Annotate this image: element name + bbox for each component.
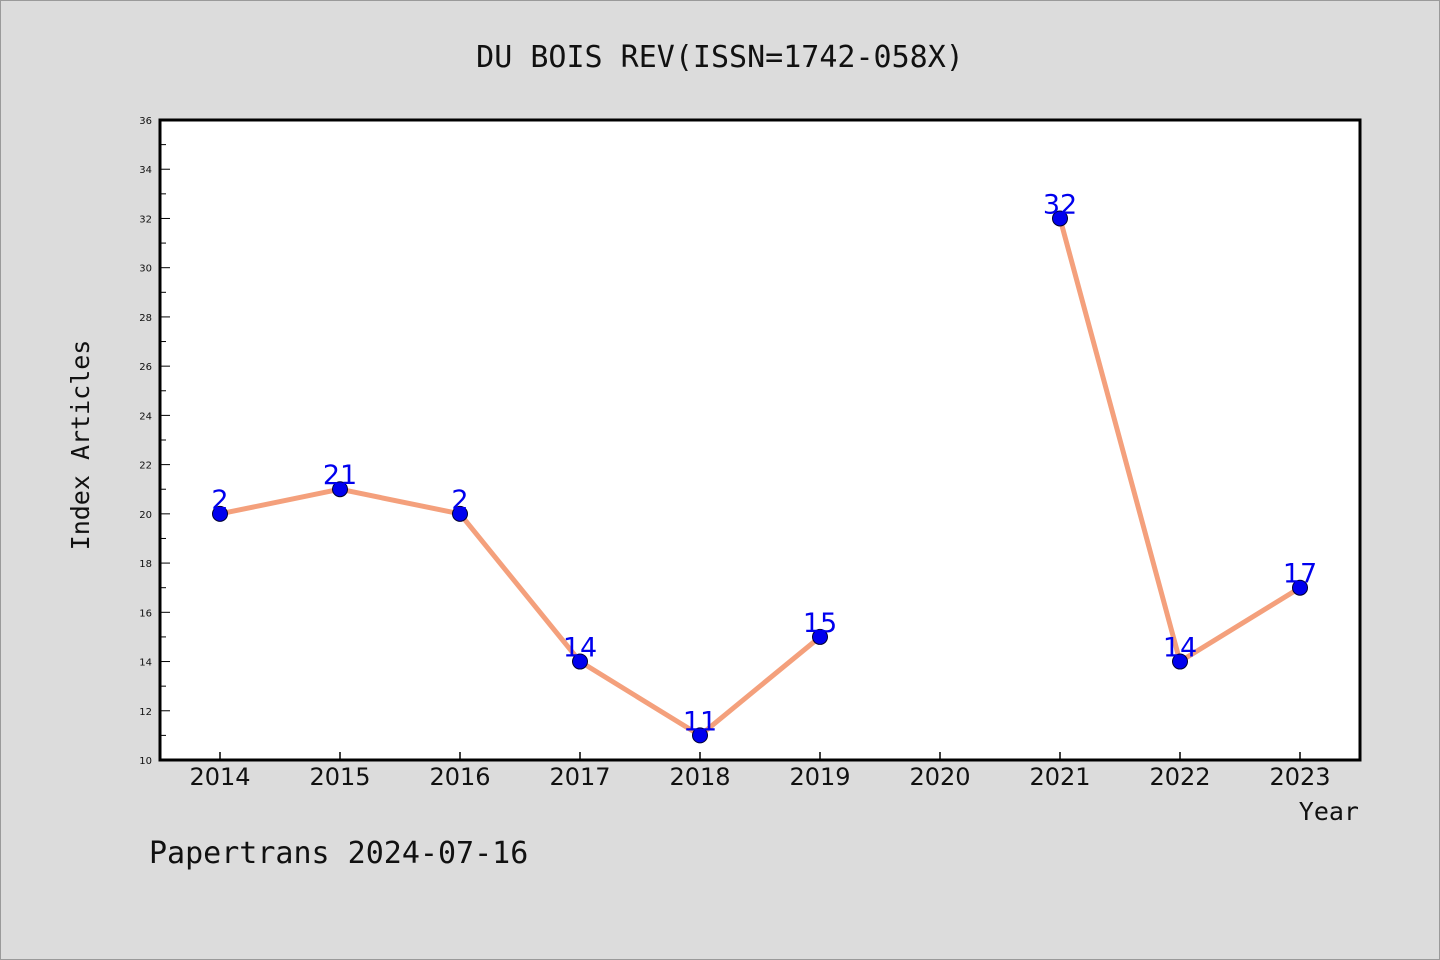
data-point <box>212 505 228 522</box>
series-line-segment <box>337 486 463 517</box>
y-tick-label: 12 <box>139 707 152 718</box>
series-line-segment <box>577 659 703 738</box>
data-point <box>1172 653 1188 670</box>
x-tick-label: 2016 <box>429 763 490 791</box>
y-axis-label: Index Articles <box>66 340 95 551</box>
y-axis: 10 12 14 16 18 20 22 24 26 28 30 32 34 36 <box>139 116 170 767</box>
x-tick-label: 2021 <box>1029 763 1090 791</box>
data-label: 21 <box>323 460 357 491</box>
plot-area <box>158 118 1362 762</box>
y-tick-label: 20 <box>139 510 152 521</box>
data-point <box>692 727 708 744</box>
y-tick-label: 16 <box>139 608 152 619</box>
data-label-group: 2 21 2 14 11 15 32 14 17 <box>211 189 1317 737</box>
y-tick-label: 34 <box>139 165 152 176</box>
series-marker-group <box>212 210 1308 744</box>
data-label: 14 <box>563 633 597 664</box>
data-label: 2 <box>211 485 228 516</box>
series-line-segment <box>457 511 583 665</box>
x-tick-label: 2015 <box>309 763 370 791</box>
x-tick-label: 2018 <box>669 763 730 791</box>
data-label: 17 <box>1283 559 1317 590</box>
y-tick-label: 36 <box>139 116 152 127</box>
y-tick-label: 10 <box>139 756 152 767</box>
y-tick-label: 26 <box>139 362 152 373</box>
data-label: 2 <box>451 485 468 516</box>
data-label: 14 <box>1163 633 1197 664</box>
x-tick-label: 2023 <box>1269 763 1330 791</box>
data-point <box>812 628 828 645</box>
x-tick-label: 2019 <box>789 763 850 791</box>
data-point <box>572 653 588 670</box>
y-tick-label: 14 <box>139 658 152 669</box>
data-point <box>452 505 468 522</box>
series-line-segment <box>1057 215 1183 665</box>
series-line-segment <box>697 634 823 738</box>
y-tick-label: 18 <box>139 559 152 570</box>
x-axis: 2014 2015 2016 2017 2018 2019 2020 2021 2022 2023 <box>189 752 1331 791</box>
y-tick-label: 32 <box>139 214 152 225</box>
y-tick-label: 30 <box>139 264 152 275</box>
footer-watermark: Papertrans 2024-07-16 <box>149 836 528 871</box>
x-axis-label: Year <box>1299 797 1359 826</box>
y-tick-label: 22 <box>139 461 152 472</box>
data-point <box>332 481 348 498</box>
data-label: 15 <box>803 608 837 639</box>
x-tick-label: 2022 <box>1149 763 1210 791</box>
data-label: 32 <box>1043 189 1077 220</box>
x-tick-label: 2017 <box>549 763 610 791</box>
y-tick-label: 24 <box>139 411 152 422</box>
chart-title: DU BOIS REV(ISSN=1742-058X) <box>476 40 964 75</box>
series-line-group <box>217 215 1303 738</box>
x-tick-label: 2020 <box>909 763 970 791</box>
series-line-segment <box>217 486 343 517</box>
data-label: 11 <box>683 706 717 737</box>
y-tick-label: 28 <box>139 313 152 324</box>
series-line-segment <box>1177 585 1303 665</box>
data-point <box>1052 210 1068 227</box>
data-point <box>1292 579 1308 596</box>
x-tick-label: 2014 <box>189 763 250 791</box>
